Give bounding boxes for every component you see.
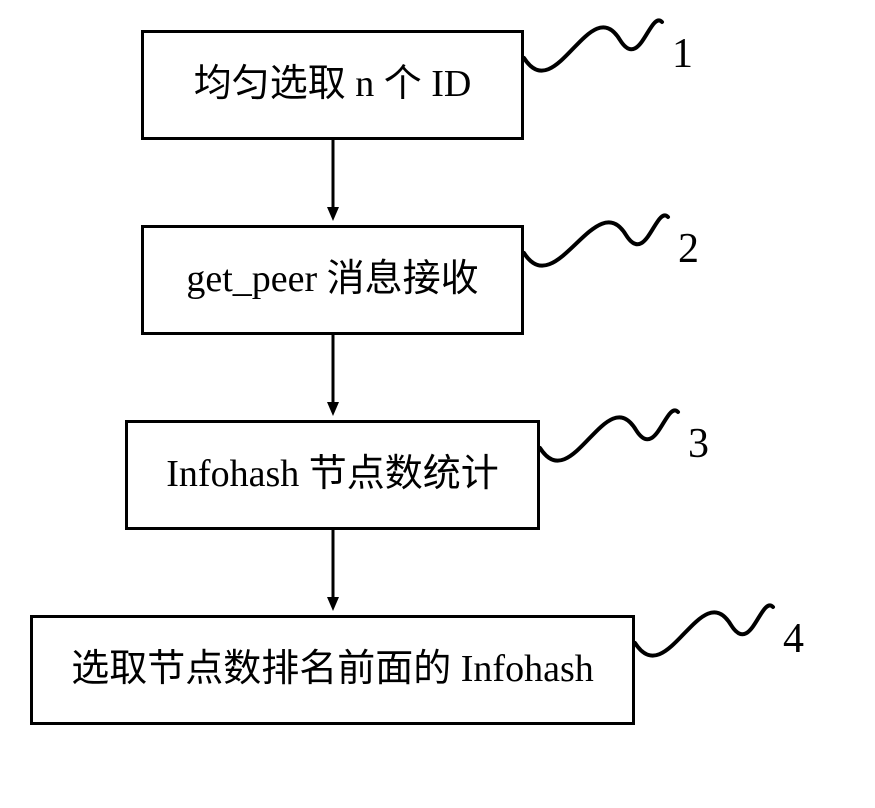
- callout-curve: [540, 410, 678, 460]
- node-number-label: 3: [688, 420, 709, 468]
- callout-curve: [524, 215, 668, 265]
- flowchart-node: get_peer 消息接收: [141, 225, 524, 335]
- callout-curve: [635, 605, 773, 655]
- node-label: 选取节点数排名前面的 Infohash: [71, 647, 593, 693]
- flowchart-canvas: 均匀选取 n 个 ID 1 get_peer 消息接收 2 Infohash 节…: [0, 0, 875, 808]
- node-label: Infohash 节点数统计: [166, 452, 498, 498]
- flowchart-node: 均匀选取 n 个 ID: [141, 30, 524, 140]
- node-label: 均匀选取 n 个 ID: [194, 62, 472, 108]
- flowchart-node: 选取节点数排名前面的 Infohash: [30, 615, 635, 725]
- node-number-label: 1: [672, 30, 693, 78]
- node-number-label: 4: [783, 615, 804, 663]
- node-number-label: 2: [678, 225, 699, 273]
- callout-curve: [524, 20, 662, 70]
- node-label: get_peer 消息接收: [186, 257, 478, 303]
- flowchart-node: Infohash 节点数统计: [125, 420, 540, 530]
